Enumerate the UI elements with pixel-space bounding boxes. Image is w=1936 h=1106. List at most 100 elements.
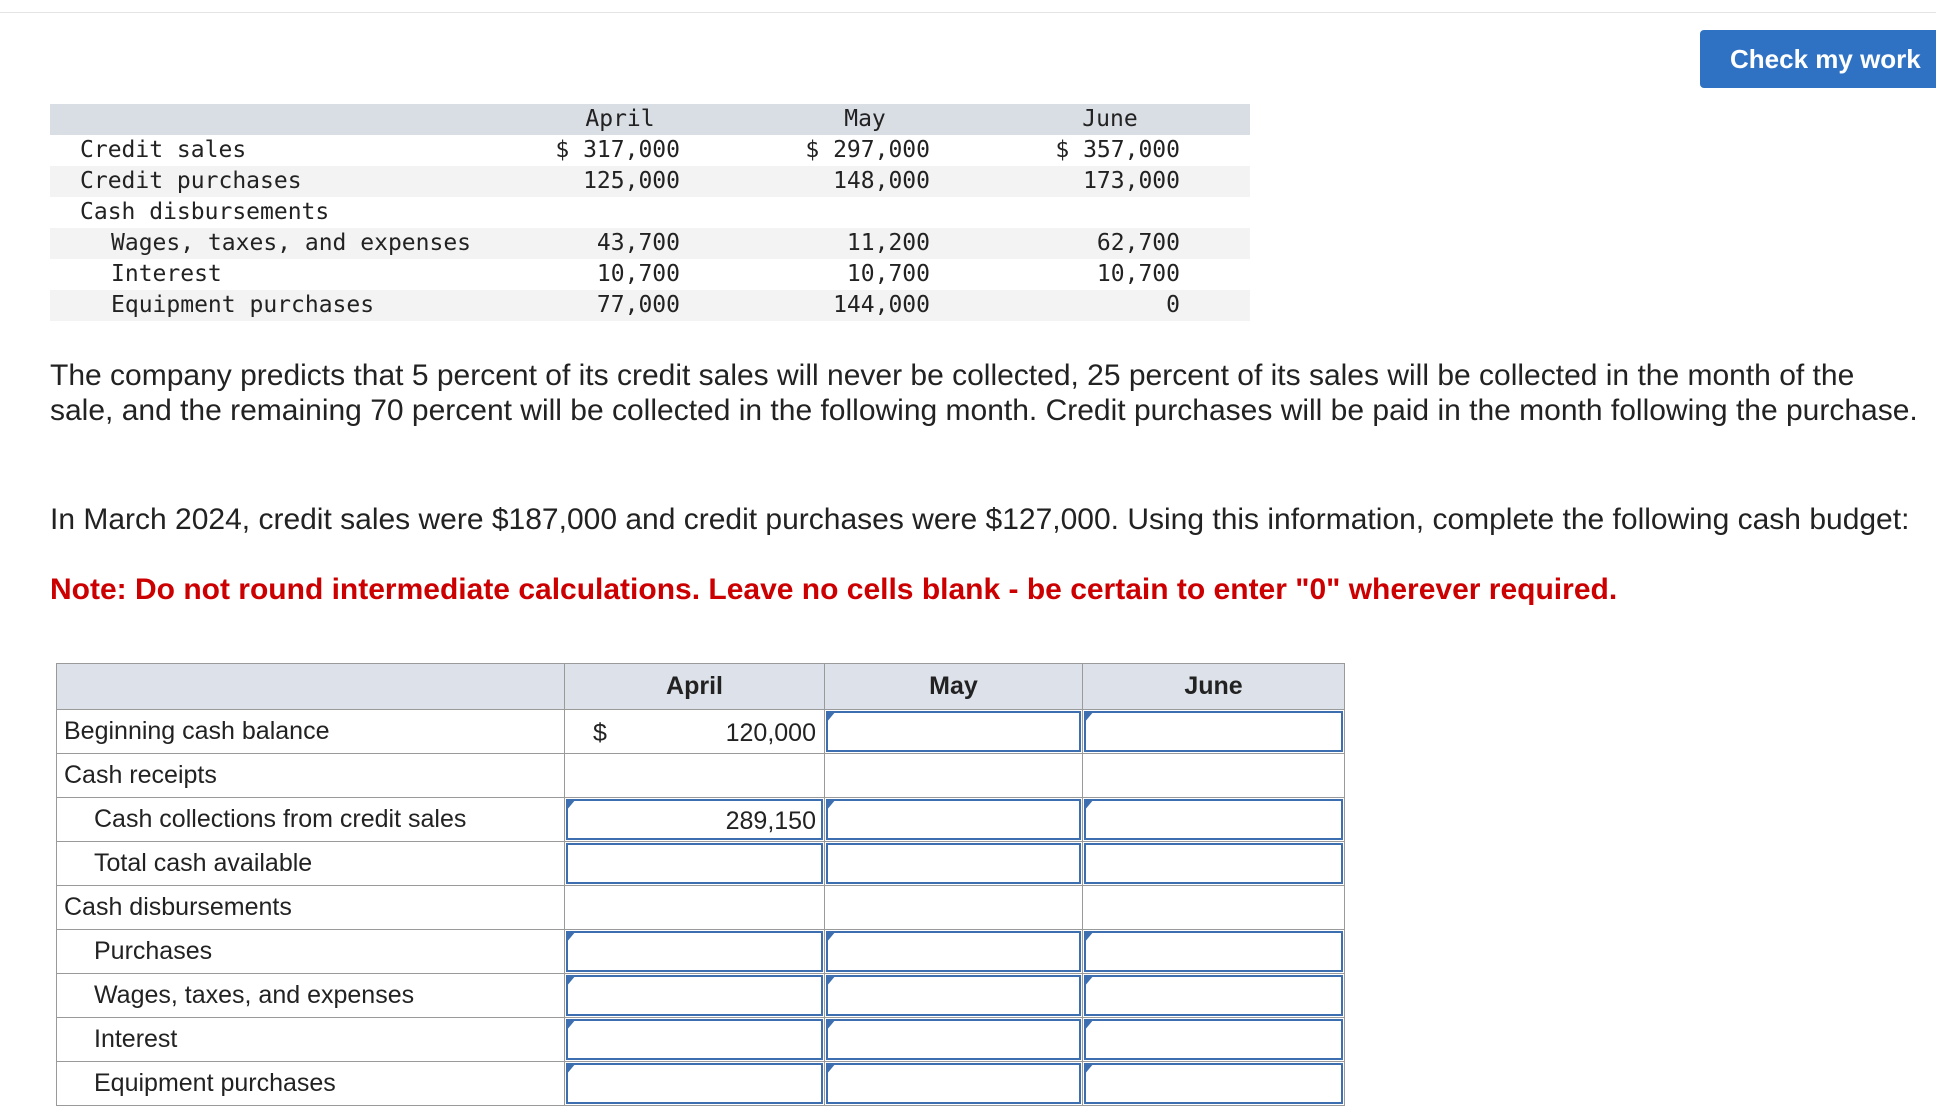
given-value: $ 357,000 (1055, 137, 1180, 163)
budget-row-label: Purchases (56, 929, 565, 974)
input-box[interactable] (826, 799, 1081, 840)
input-box[interactable] (566, 1063, 823, 1104)
interest-april-input[interactable] (564, 1017, 825, 1062)
instructions-paragraph-2: In March 2024, credit sales were $187,00… (50, 503, 1910, 536)
given-value: 10,700 (846, 261, 930, 287)
input-marker-icon (566, 931, 576, 943)
interest-may-input[interactable] (824, 1017, 1083, 1062)
given-value: 77,000 (596, 292, 680, 318)
given-row-label: Interest (111, 261, 222, 287)
equipment-june-input[interactable] (1082, 1061, 1345, 1106)
input-box[interactable] (826, 711, 1081, 752)
input-marker-icon (1084, 799, 1094, 811)
input-box[interactable] (1084, 931, 1343, 972)
budget-row-label: Cash collections from credit sales (56, 797, 565, 842)
input-box[interactable] (1084, 799, 1343, 840)
empty-cell (824, 885, 1083, 930)
dollar-sign: $ (593, 719, 607, 747)
given-row-credit-sales: Credit sales $ 317,000 $ 297,000 $ 357,0… (50, 135, 1250, 166)
empty-cell (1082, 753, 1345, 798)
budget-row-label: Total cash available (56, 841, 565, 886)
given-value: 10,700 (1096, 261, 1180, 287)
budget-header-april: April (564, 663, 825, 710)
given-value: 62,700 (1096, 230, 1180, 256)
instructions-note: Note: Do not round intermediate calculat… (50, 573, 1618, 606)
purchases-april-input[interactable] (564, 929, 825, 974)
given-row-label: Credit sales (80, 137, 247, 163)
budget-row-wages: Wages, taxes, and expenses (56, 973, 1345, 1018)
input-box[interactable] (566, 843, 823, 884)
input-marker-icon (826, 799, 836, 811)
budget-row-cash-collections: Cash collections from credit sales 289,1… (56, 797, 1345, 842)
input-box[interactable] (826, 1019, 1081, 1060)
input-marker-icon (1084, 975, 1094, 987)
given-row-interest: Interest 10,700 10,700 10,700 (50, 259, 1250, 290)
beginning-cash-june-input[interactable] (1082, 709, 1345, 754)
given-row-wages: Wages, taxes, and expenses 43,700 11,200… (50, 228, 1250, 259)
input-box[interactable] (1084, 1063, 1343, 1104)
input-box[interactable] (1084, 711, 1343, 752)
beginning-cash-april-value: 120,000 (725, 719, 816, 747)
input-box[interactable] (1084, 843, 1343, 884)
purchases-june-input[interactable] (1082, 929, 1345, 974)
input-marker-icon (566, 1063, 576, 1075)
input-box[interactable] (566, 1019, 823, 1060)
equipment-may-input[interactable] (824, 1061, 1083, 1106)
input-marker-icon (826, 711, 836, 723)
total-cash-may-input[interactable] (824, 841, 1083, 886)
budget-row-cash-disbursements: Cash disbursements (56, 885, 1345, 930)
input-box[interactable] (566, 975, 823, 1016)
beginning-cash-may-input[interactable] (824, 709, 1083, 754)
input-box[interactable] (1084, 1019, 1343, 1060)
empty-cell (824, 753, 1083, 798)
check-my-work-button[interactable]: Check my work (1700, 30, 1936, 88)
given-row-equipment: Equipment purchases 77,000 144,000 0 (50, 290, 1250, 321)
budget-row-cash-receipts: Cash receipts (56, 753, 1345, 798)
budget-header-june: June (1082, 663, 1345, 710)
empty-cell (564, 885, 825, 930)
input-box[interactable] (566, 799, 823, 840)
beginning-cash-april-cell: $ 120,000 (564, 709, 825, 754)
given-value: 10,700 (596, 261, 680, 287)
input-marker-icon (1084, 1063, 1094, 1075)
cash-budget-table: April May June Beginning cash balance $ … (56, 663, 1345, 1106)
wages-may-input[interactable] (824, 973, 1083, 1018)
top-divider (0, 12, 1936, 13)
budget-row-purchases: Purchases (56, 929, 1345, 974)
budget-row-label: Wages, taxes, and expenses (56, 973, 565, 1018)
input-marker-icon (1084, 711, 1094, 723)
input-box[interactable] (566, 931, 823, 972)
budget-row-label: Cash disbursements (56, 885, 565, 930)
total-cash-april-input[interactable] (564, 841, 825, 886)
input-marker-icon (1084, 931, 1094, 943)
total-cash-june-input[interactable] (1082, 841, 1345, 886)
given-row-label: Cash disbursements (80, 199, 330, 225)
input-marker-icon (1084, 1019, 1094, 1031)
budget-row-beginning-cash: Beginning cash balance $ 120,000 (56, 709, 1345, 754)
given-row-label: Credit purchases (80, 168, 302, 194)
input-box[interactable] (826, 1063, 1081, 1104)
input-box[interactable] (826, 843, 1081, 884)
cash-collections-april-input[interactable]: 289,150 (564, 797, 825, 842)
purchases-may-input[interactable] (824, 929, 1083, 974)
interest-june-input[interactable] (1082, 1017, 1345, 1062)
input-box[interactable] (826, 931, 1081, 972)
budget-row-interest: Interest (56, 1017, 1345, 1062)
given-month-may: May (844, 106, 886, 132)
cash-collections-may-input[interactable] (824, 797, 1083, 842)
wages-june-input[interactable] (1082, 973, 1345, 1018)
given-value: 43,700 (596, 230, 680, 256)
input-marker-icon (826, 1063, 836, 1075)
input-box[interactable] (1084, 975, 1343, 1016)
input-marker-icon (566, 975, 576, 987)
wages-april-input[interactable] (564, 973, 825, 1018)
budget-row-label: Interest (56, 1017, 565, 1062)
given-value: 11,200 (846, 230, 930, 256)
input-box[interactable] (826, 975, 1081, 1016)
given-value: $ 297,000 (805, 137, 930, 163)
input-marker-icon (826, 931, 836, 943)
cash-collections-june-input[interactable] (1082, 797, 1345, 842)
equipment-april-input[interactable] (564, 1061, 825, 1106)
instructions-paragraph-1: The company predicts that 5 percent of i… (50, 359, 1918, 427)
given-month-april: April (585, 106, 655, 132)
